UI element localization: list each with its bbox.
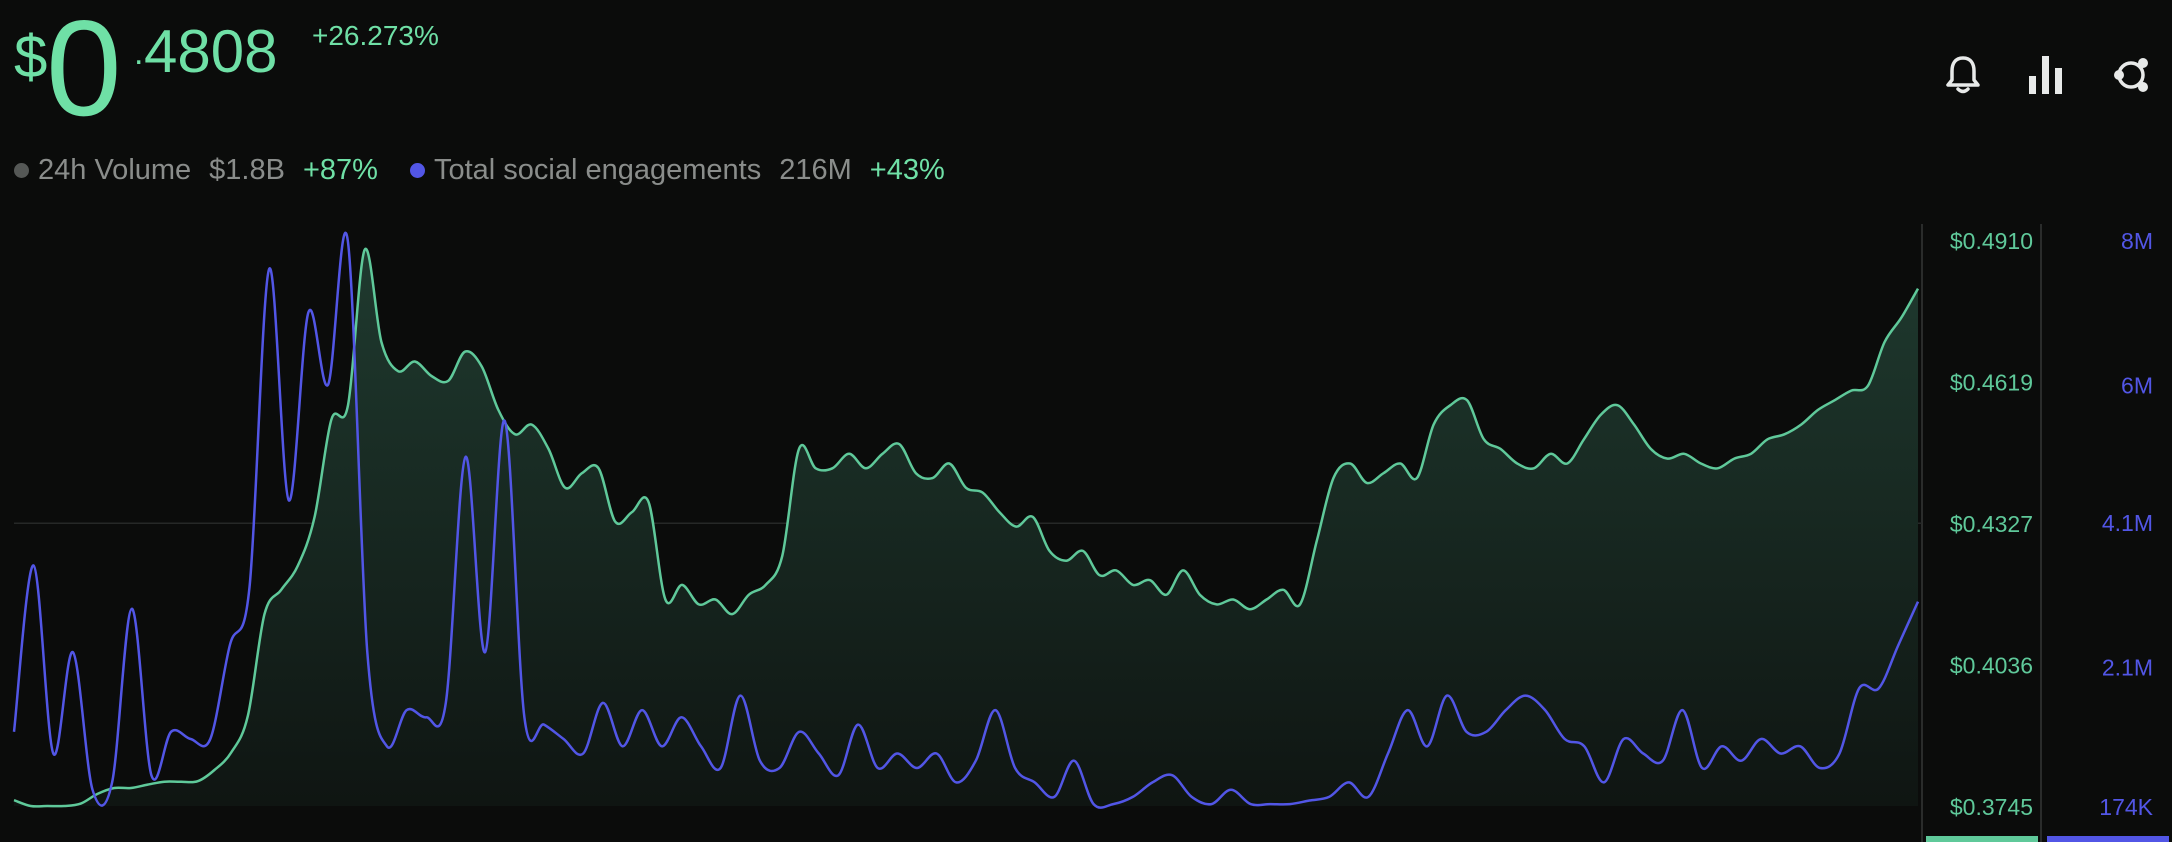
volume-change: +87% bbox=[302, 154, 378, 186]
social-tick-label: 4.1M bbox=[2102, 510, 2153, 536]
price-decimal-point: . bbox=[134, 34, 144, 72]
price-axis-indicator bbox=[1926, 836, 2038, 842]
social-legend-dot bbox=[409, 163, 425, 178]
social-line bbox=[12, 231, 1920, 809]
social-tick-label: 6M bbox=[2121, 373, 2153, 399]
chart-type-button[interactable] bbox=[2024, 52, 2070, 98]
social-change: +43% bbox=[869, 154, 945, 186]
volume-legend-dot bbox=[14, 163, 29, 178]
social-tick-label: 2.1M bbox=[2102, 655, 2153, 681]
price-decimals: 4808 bbox=[144, 18, 278, 85]
stats-row: 24h Volume $1.8B +87% Total social engag… bbox=[14, 154, 977, 187]
price-tick-label: $0.4910 bbox=[1950, 228, 2033, 254]
volume-value: $1.8B bbox=[209, 154, 285, 186]
price-tick-label: $0.4327 bbox=[1950, 511, 2033, 537]
price-tick-label: $0.4619 bbox=[1950, 369, 2033, 395]
social-value: 216M bbox=[779, 154, 852, 186]
share-icon bbox=[2114, 58, 2148, 92]
price-integer: 0 bbox=[46, 0, 122, 144]
social-axis-indicator bbox=[2047, 836, 2169, 842]
price-currency: $ bbox=[14, 23, 48, 90]
bar-chart-icon bbox=[2029, 56, 2062, 94]
social-label: Total social engagements bbox=[433, 154, 762, 186]
volume-label: 24h Volume bbox=[38, 154, 192, 186]
social-tick-label: 8M bbox=[2121, 228, 2153, 254]
price-change: +26.273% bbox=[312, 20, 439, 51]
price-line bbox=[13, 247, 1920, 808]
share-button[interactable] bbox=[2108, 52, 2154, 98]
price-tick-label: $0.4036 bbox=[1950, 653, 2033, 679]
alert-button[interactable] bbox=[1940, 52, 1986, 98]
price-area bbox=[14, 248, 1918, 807]
social-tick-label: 174K bbox=[2099, 794, 2153, 820]
bell-icon bbox=[1946, 56, 1980, 94]
toolbar bbox=[1940, 52, 2154, 98]
price-tick-label: $0.3745 bbox=[1950, 794, 2033, 820]
